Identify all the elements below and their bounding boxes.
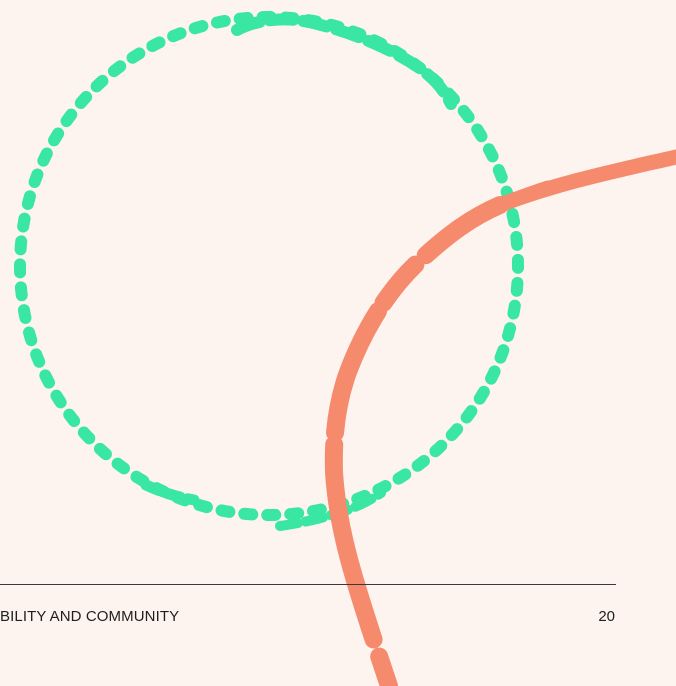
green-dotted-ring [14,11,524,531]
page-number: 20 [598,608,615,625]
orange-brush-arc [324,149,676,686]
footer-section-title: BILITY AND COMMUNITY [0,608,180,625]
footer-divider [0,584,616,585]
